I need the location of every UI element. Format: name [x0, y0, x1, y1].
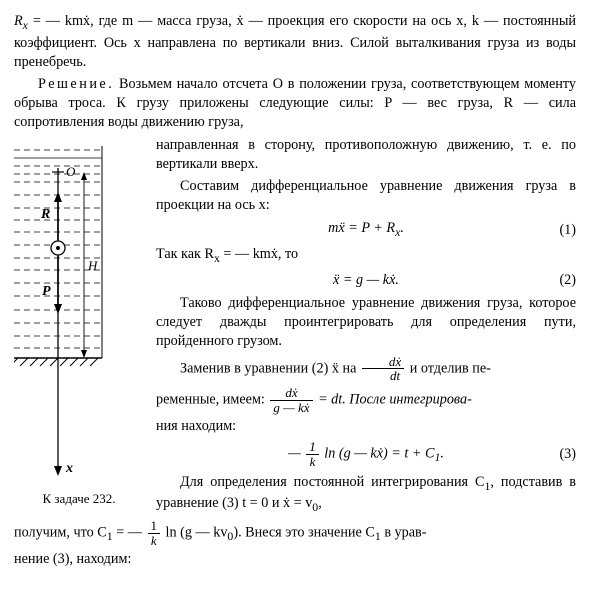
figure-232: O R H P x К задаче 232.: [14, 140, 144, 508]
p-since: Так как Rx = — kmẋ, то: [156, 245, 576, 267]
label-H: H: [87, 258, 98, 273]
figure-caption: К задаче 232.: [14, 490, 144, 508]
p-after-int: ния находим:: [156, 417, 576, 436]
p-const-1: Для определения постоянной интегрировани…: [156, 473, 576, 517]
p-direction: направленная в сторону, противоположную …: [156, 136, 576, 174]
rx: Rx: [14, 13, 28, 29]
label-x: x: [65, 461, 73, 476]
label-O: O: [66, 164, 76, 179]
p-subst-1: Заменив в уравнении (2) ẍ на dẋ dt и отд…: [156, 355, 576, 383]
p-const-2: получим, что C1 = — 1 k ln (g — kv0). Вн…: [14, 519, 576, 547]
eq-2: ẍ = g — kẋ. (2): [156, 271, 576, 290]
frac-dxdot-dt: dẋ dt: [362, 355, 404, 383]
eq3-num: (3): [559, 445, 576, 464]
solution-label: Решение.: [38, 76, 114, 92]
intro-1: Rx = — kmẋ, где m — масса груза, ẋ — про…: [14, 12, 576, 72]
eq-1: mẍ = P + Rx. (1): [156, 219, 576, 241]
label-R: R: [40, 207, 50, 222]
p-const-3: нение (3), находим:: [14, 550, 576, 569]
p-subst-2: ременные, имеем: dẋ g — kẋ = dt. После и…: [156, 386, 576, 414]
eq1-num: (1): [559, 221, 576, 240]
p-diff: Таково дифференциальное уравнение движен…: [156, 294, 576, 352]
intro-solution: Решение. Возьмем начало отсчета O в поло…: [14, 75, 576, 133]
eq-3: — 1 k ln (g — kẋ) = t + C1. (3): [156, 440, 576, 468]
frac-1-over-k: 1 k: [148, 519, 161, 547]
frac-sep-vars: dẋ g — kẋ: [270, 386, 312, 414]
p-setup: Составим дифференциальное уравнение движ…: [156, 177, 576, 215]
eq2-num: (2): [559, 271, 576, 290]
label-P: P: [42, 284, 51, 299]
